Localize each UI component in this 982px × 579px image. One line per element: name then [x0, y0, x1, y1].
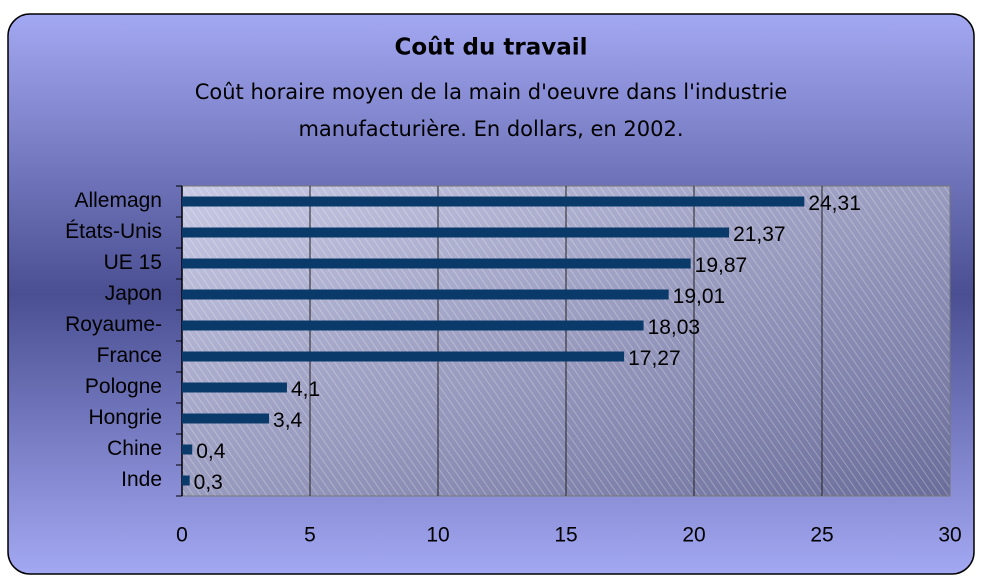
bar	[182, 227, 730, 238]
chart-subtitle: manufacturière. En dollars, en 2002.	[298, 117, 683, 141]
bar	[182, 444, 193, 455]
x-tick-label: 0	[176, 524, 188, 547]
bar	[182, 258, 691, 269]
bar	[182, 382, 287, 393]
bar	[182, 413, 270, 424]
bar	[182, 196, 805, 207]
y-tick-label: États-Unis	[65, 220, 162, 243]
y-tick-label: Hongrie	[88, 406, 162, 429]
data-label: 21,37	[733, 223, 786, 246]
chart-subtitle: Coût horaire moyen de la main d'oeuvre d…	[195, 80, 788, 104]
data-label: 17,27	[628, 347, 681, 370]
data-label: 19,01	[673, 285, 726, 308]
y-tick-label: Japon	[105, 282, 162, 305]
x-tick-label: 25	[810, 524, 833, 547]
data-label: 0,4	[196, 440, 226, 463]
y-tick-label: Inde	[121, 468, 162, 491]
y-tick-label: Chine	[107, 437, 162, 460]
y-tick-label: Royaume-	[65, 313, 162, 336]
x-tick-label: 10	[426, 524, 449, 547]
x-tick-label: 15	[554, 524, 577, 547]
bar	[182, 475, 190, 486]
data-label: 19,87	[695, 254, 748, 277]
x-tick-label: 20	[682, 524, 705, 547]
data-label: 0,3	[194, 471, 223, 494]
y-tick-label: France	[97, 344, 162, 367]
y-tick-label: UE 15	[104, 251, 162, 274]
y-tick-label: Pologne	[85, 375, 162, 398]
bar	[182, 351, 625, 362]
y-tick-label: Allemagn	[74, 189, 162, 212]
bar	[182, 320, 644, 331]
data-label: 18,03	[648, 316, 701, 339]
data-label: 4,1	[291, 378, 320, 401]
x-tick-label: 5	[304, 524, 316, 547]
data-label: 3,4	[273, 409, 303, 432]
chart-title: Coût du travail	[394, 35, 587, 61]
x-tick-label: 30	[938, 524, 961, 547]
bar	[182, 289, 669, 300]
data-label: 24,31	[808, 192, 861, 215]
